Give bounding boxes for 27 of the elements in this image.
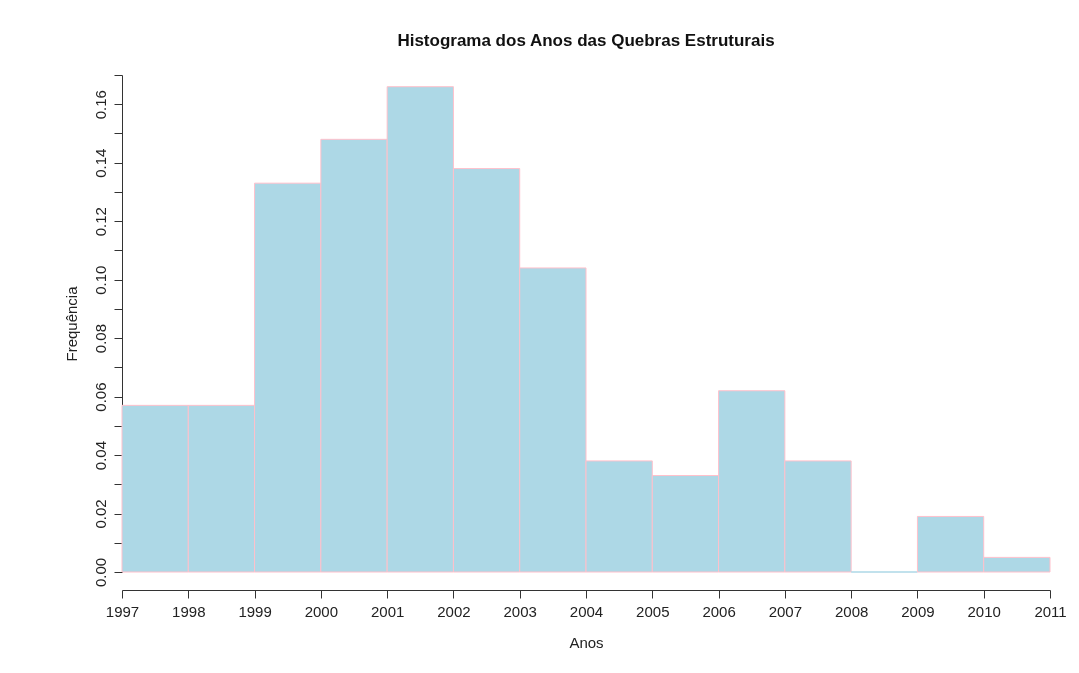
- x-tick-label: 1999: [238, 602, 272, 620]
- x-tick-label: 2004: [569, 602, 604, 620]
- x-tick-label: 2011: [1034, 602, 1067, 620]
- y-tick-label: 0.12: [91, 207, 109, 237]
- chart-title: Histograma dos Anos das Quebras Estruturais: [397, 30, 775, 50]
- x-tick-label: 2003: [503, 602, 537, 620]
- x-tick-label: 2009: [901, 602, 935, 620]
- x-tick-label: 2007: [768, 602, 803, 620]
- y-axis-title: Frequência: [62, 285, 80, 362]
- x-tick-label: 2001: [370, 602, 405, 620]
- x-tick-label: 1998: [172, 602, 206, 620]
- x-tick-label: 2005: [636, 602, 670, 620]
- x-tick-label: 2010: [967, 602, 1001, 620]
- y-tick-label: 0.02: [91, 499, 109, 529]
- x-tick-label: 2006: [702, 602, 736, 620]
- y-tick-label: 0.16: [91, 90, 109, 120]
- x-axis-title: Anos: [569, 633, 604, 651]
- y-tick-label: 0.06: [91, 382, 109, 412]
- y-tick-label: 0.10: [91, 265, 109, 295]
- y-tick-label: 0.14: [91, 148, 109, 178]
- y-tick-label: 0.08: [91, 324, 109, 354]
- x-tick-label: 2002: [437, 602, 471, 620]
- x-tick-label: 2008: [834, 602, 869, 620]
- x-tick-label: 2000: [304, 602, 339, 620]
- y-tick-label: 0.00: [91, 557, 109, 588]
- y-tick-label: 0.04: [91, 440, 109, 471]
- x-tick-label: 1997: [105, 602, 140, 620]
